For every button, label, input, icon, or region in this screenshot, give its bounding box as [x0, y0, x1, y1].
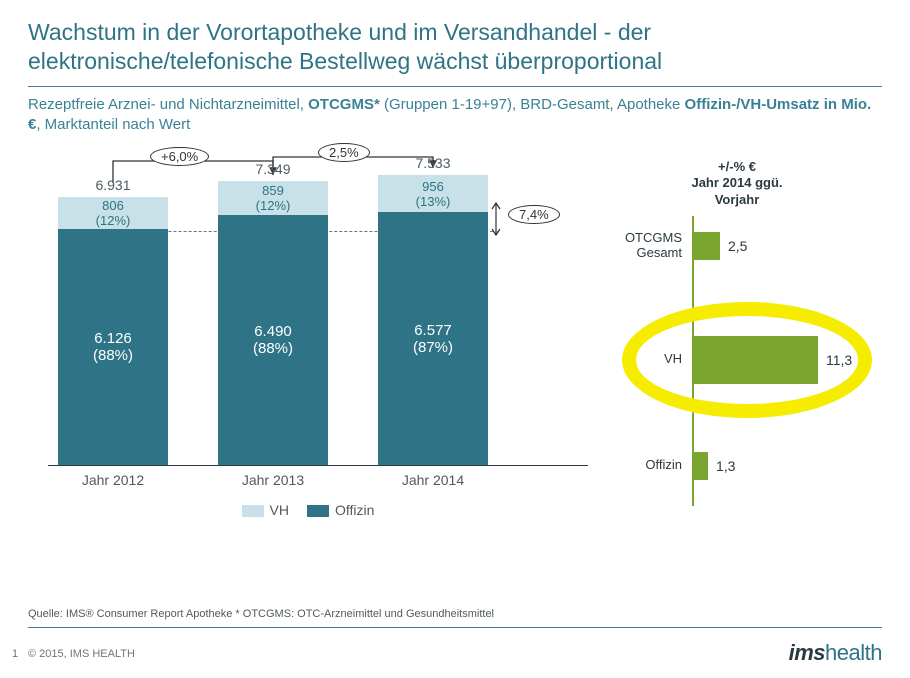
subtitle-bold: OTCGMS*: [308, 96, 380, 113]
hbar-value: 2,5: [728, 238, 747, 254]
hbar-bar: [692, 336, 818, 384]
hbar-value: 1,3: [716, 458, 735, 474]
bar-segment-offizin: 6.126(88%): [58, 229, 168, 465]
hbar-title: +/-% €Jahr 2014 ggü.Vorjahr: [592, 159, 882, 208]
bar-total: 7.533: [415, 155, 450, 171]
x-category: Jahr 2013: [218, 472, 328, 488]
footnote: Quelle: IMS® Consumer Report Apotheke * …: [28, 608, 494, 620]
x-axis-labels: Jahr 2012 Jahr 2013 Jahr 2014: [28, 472, 588, 488]
growth-callout: +6,0%: [150, 147, 209, 166]
logo: imshealth: [789, 640, 882, 666]
title-rule: [28, 86, 882, 87]
hbar-category: OTCGMSGesamt: [592, 231, 688, 261]
growth-callout: 2,5%: [318, 143, 370, 162]
x-category: Jahr 2012: [58, 472, 168, 488]
legend-label: Offizin: [335, 502, 374, 518]
chart-legend: VH Offizin: [28, 502, 588, 518]
bar-segment-vh: 806(12%): [58, 197, 168, 229]
legend-item-offizin: Offizin: [307, 502, 374, 518]
hbar-row: OTCGMSGesamt 2,5: [592, 231, 882, 261]
hbar-row: Offizin 1,3: [592, 452, 882, 480]
bar-column: 7.349 859(12%)6.490(88%): [218, 161, 328, 465]
hbar-bar: [692, 452, 708, 480]
subtitle-part: , Marktanteil nach Wert: [36, 116, 190, 133]
bar-segment-offizin: 6.577(87%): [378, 212, 488, 465]
x-axis: [48, 465, 588, 466]
hbar-row: VH 11,3: [592, 336, 882, 384]
subtitle-part: Rezeptfreie Arznei- und Nichtarzneimitte…: [28, 96, 308, 113]
bar-segment-vh: 956(13%): [378, 175, 488, 212]
bar-column: 6.931 806(12%)6.126(88%): [58, 177, 168, 465]
hbar-value: 11,3: [826, 352, 852, 368]
subtitle-part: (Gruppen 1-19+97), BRD-Gesamt, Apotheke: [380, 96, 685, 113]
hbar-bar: [692, 232, 720, 260]
x-category: Jahr 2014: [378, 472, 488, 488]
page-subtitle: Rezeptfreie Arznei- und Nichtarzneimitte…: [28, 95, 882, 136]
bar-segment-offizin: 6.490(88%): [218, 215, 328, 465]
bar-total: 6.931: [95, 177, 130, 193]
logo-health: health: [825, 640, 882, 665]
stacked-bar-chart: +6,0% 2,5% 7,4% 6.931806(12%)6.126(88%)7…: [28, 165, 588, 518]
horizontal-bar-chart: +/-% €Jahr 2014 ggü.Vorjahr OTCGMSGesamt…: [592, 159, 882, 506]
hbar-category: VH: [592, 352, 688, 367]
bar-segment-vh: 859(12%): [218, 181, 328, 215]
legend-label: VH: [270, 502, 289, 518]
footer-rule: [28, 627, 882, 628]
bar-column: 7.533 956(13%)6.577(87%): [378, 155, 488, 465]
bar-total: 7.349: [255, 161, 290, 177]
legend-item-vh: VH: [242, 502, 289, 518]
page-title: Wachstum in der Vorortapotheke und im Ve…: [28, 18, 882, 86]
copyright: © 2015, IMS HEALTH: [28, 648, 135, 660]
logo-ims: ims: [789, 640, 825, 665]
hbar-category: Offizin: [592, 458, 688, 473]
page-number: 1: [12, 648, 18, 660]
